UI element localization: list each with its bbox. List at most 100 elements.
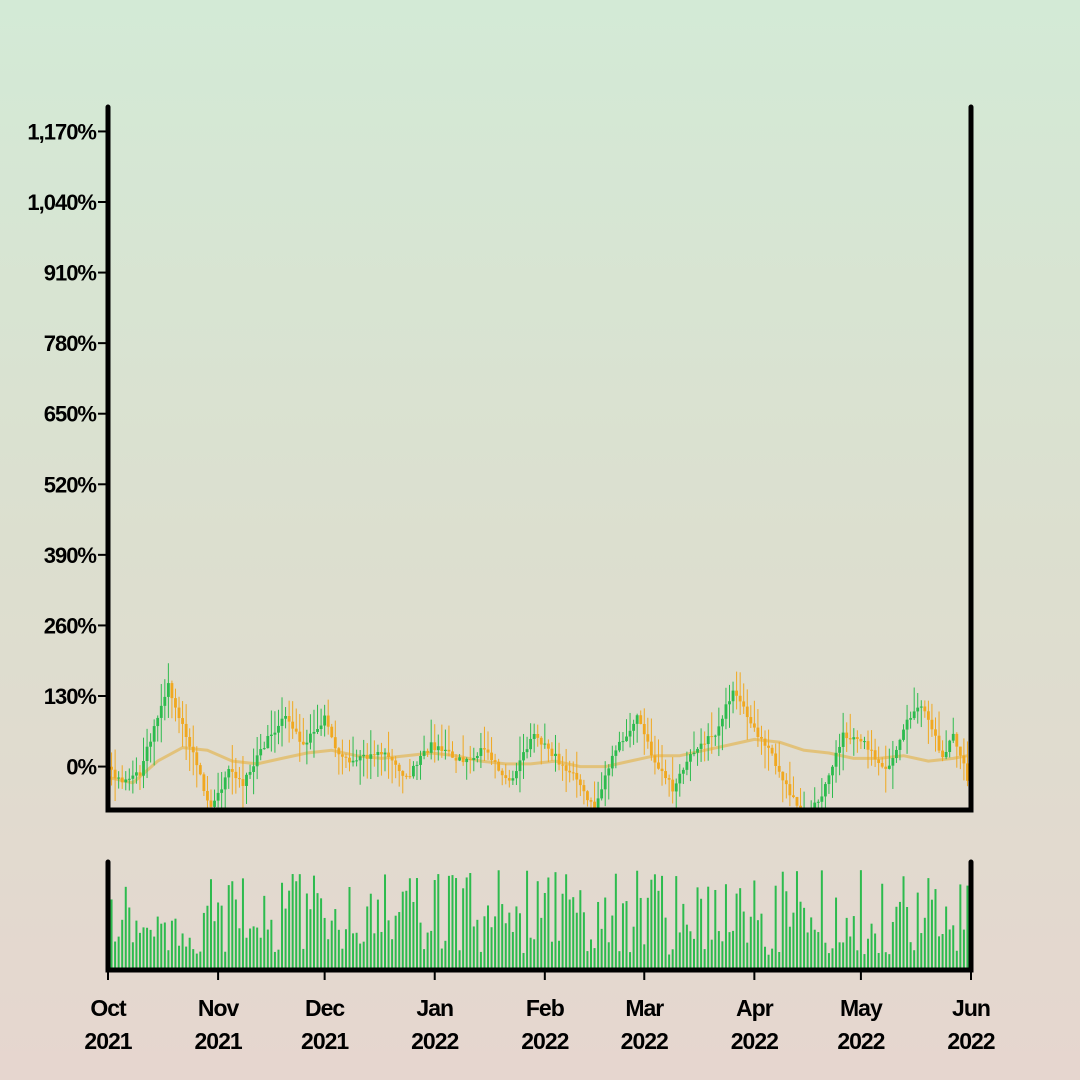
candle [951, 717, 955, 744]
volume-bar [359, 943, 362, 970]
candle-body [820, 796, 824, 802]
volume-bar [891, 921, 894, 970]
volume-bar [234, 899, 237, 970]
candle-body [674, 783, 678, 792]
candle-body [170, 683, 174, 699]
volume-bar [323, 917, 326, 970]
candle [877, 746, 881, 776]
candle-body [472, 758, 476, 761]
x-tick-month: May [840, 995, 883, 1021]
candle [728, 684, 731, 728]
volume-bar [181, 933, 184, 970]
candle [699, 728, 703, 762]
volume-bar [266, 929, 269, 970]
candle [593, 781, 596, 810]
candle-body [174, 698, 177, 708]
candle [841, 712, 845, 771]
candle-body [376, 752, 380, 755]
candle-body [245, 774, 248, 786]
volume-bar [405, 890, 408, 970]
candle [110, 752, 113, 786]
candle [223, 771, 227, 808]
candle [497, 758, 501, 772]
candle-body [955, 733, 959, 747]
candle-body [131, 775, 135, 779]
y-tick-label: 1,170% [27, 119, 96, 144]
candle-body [941, 750, 945, 758]
volume-bar [245, 937, 248, 970]
candle-body [568, 770, 572, 773]
candle [887, 748, 891, 770]
volume-bar [863, 954, 866, 970]
volume-bar [870, 923, 873, 970]
candle [323, 704, 327, 737]
candle [412, 761, 415, 779]
x-tick-label: Apr 2022 [731, 995, 779, 1054]
candle-body [635, 715, 639, 724]
volume-bar [149, 929, 152, 970]
volume-bar [788, 926, 791, 970]
candle-body [191, 746, 195, 753]
candle [486, 731, 490, 760]
volume-bar [902, 876, 905, 970]
candle [408, 758, 412, 779]
candle-body [756, 727, 760, 737]
candle-body [752, 723, 756, 728]
volume-bar [760, 913, 763, 970]
candle-body [838, 746, 842, 753]
candle-body [280, 718, 284, 726]
candle [152, 719, 156, 766]
candle [504, 763, 508, 785]
volume-bar [859, 870, 862, 970]
candle [202, 772, 206, 797]
volume-bar [288, 890, 291, 970]
candle [934, 717, 937, 752]
candle-body [507, 778, 511, 781]
candle [646, 717, 650, 749]
candle [255, 737, 259, 780]
volume-bar [256, 927, 259, 970]
volume-bar [508, 912, 511, 970]
candle [937, 711, 941, 754]
x-tick-label: Jan 2022 [411, 995, 459, 1054]
candle-body [397, 764, 401, 772]
volume-bar [572, 897, 575, 970]
volume-bar [877, 952, 880, 970]
volume-bar [366, 906, 369, 970]
candle-body [351, 760, 355, 763]
volume-bar [795, 871, 798, 970]
volume-bar [391, 939, 394, 970]
volume-bar [817, 932, 820, 970]
volume-bar [160, 923, 163, 970]
volume-bar [749, 916, 752, 970]
volume-bar [689, 931, 692, 970]
candle [667, 774, 671, 797]
volume-bar [629, 952, 632, 970]
candle-body [831, 766, 834, 776]
volume-bar [249, 928, 252, 970]
candle [628, 712, 632, 748]
candle-body [909, 718, 913, 720]
candle [127, 768, 131, 791]
volume-bar [455, 878, 458, 970]
volume-bar [934, 889, 937, 970]
candle-body [447, 749, 451, 752]
candle-body [291, 721, 295, 729]
candle [351, 736, 355, 767]
volume-bar [803, 907, 806, 970]
volume-bar [192, 949, 195, 970]
volume-bar [732, 930, 735, 970]
x-tick-year: 2022 [521, 1028, 568, 1054]
candle [539, 736, 543, 765]
candle-body [667, 778, 671, 780]
candle [483, 726, 486, 761]
volume-bar [579, 890, 582, 970]
volume-bar [440, 948, 443, 970]
x-tick-year: 2022 [411, 1028, 458, 1054]
candle [515, 762, 518, 786]
candle-body [873, 750, 877, 760]
candle-body [198, 765, 202, 775]
volume-bar [810, 917, 813, 970]
candle [376, 744, 380, 777]
volume-bar [114, 941, 117, 970]
